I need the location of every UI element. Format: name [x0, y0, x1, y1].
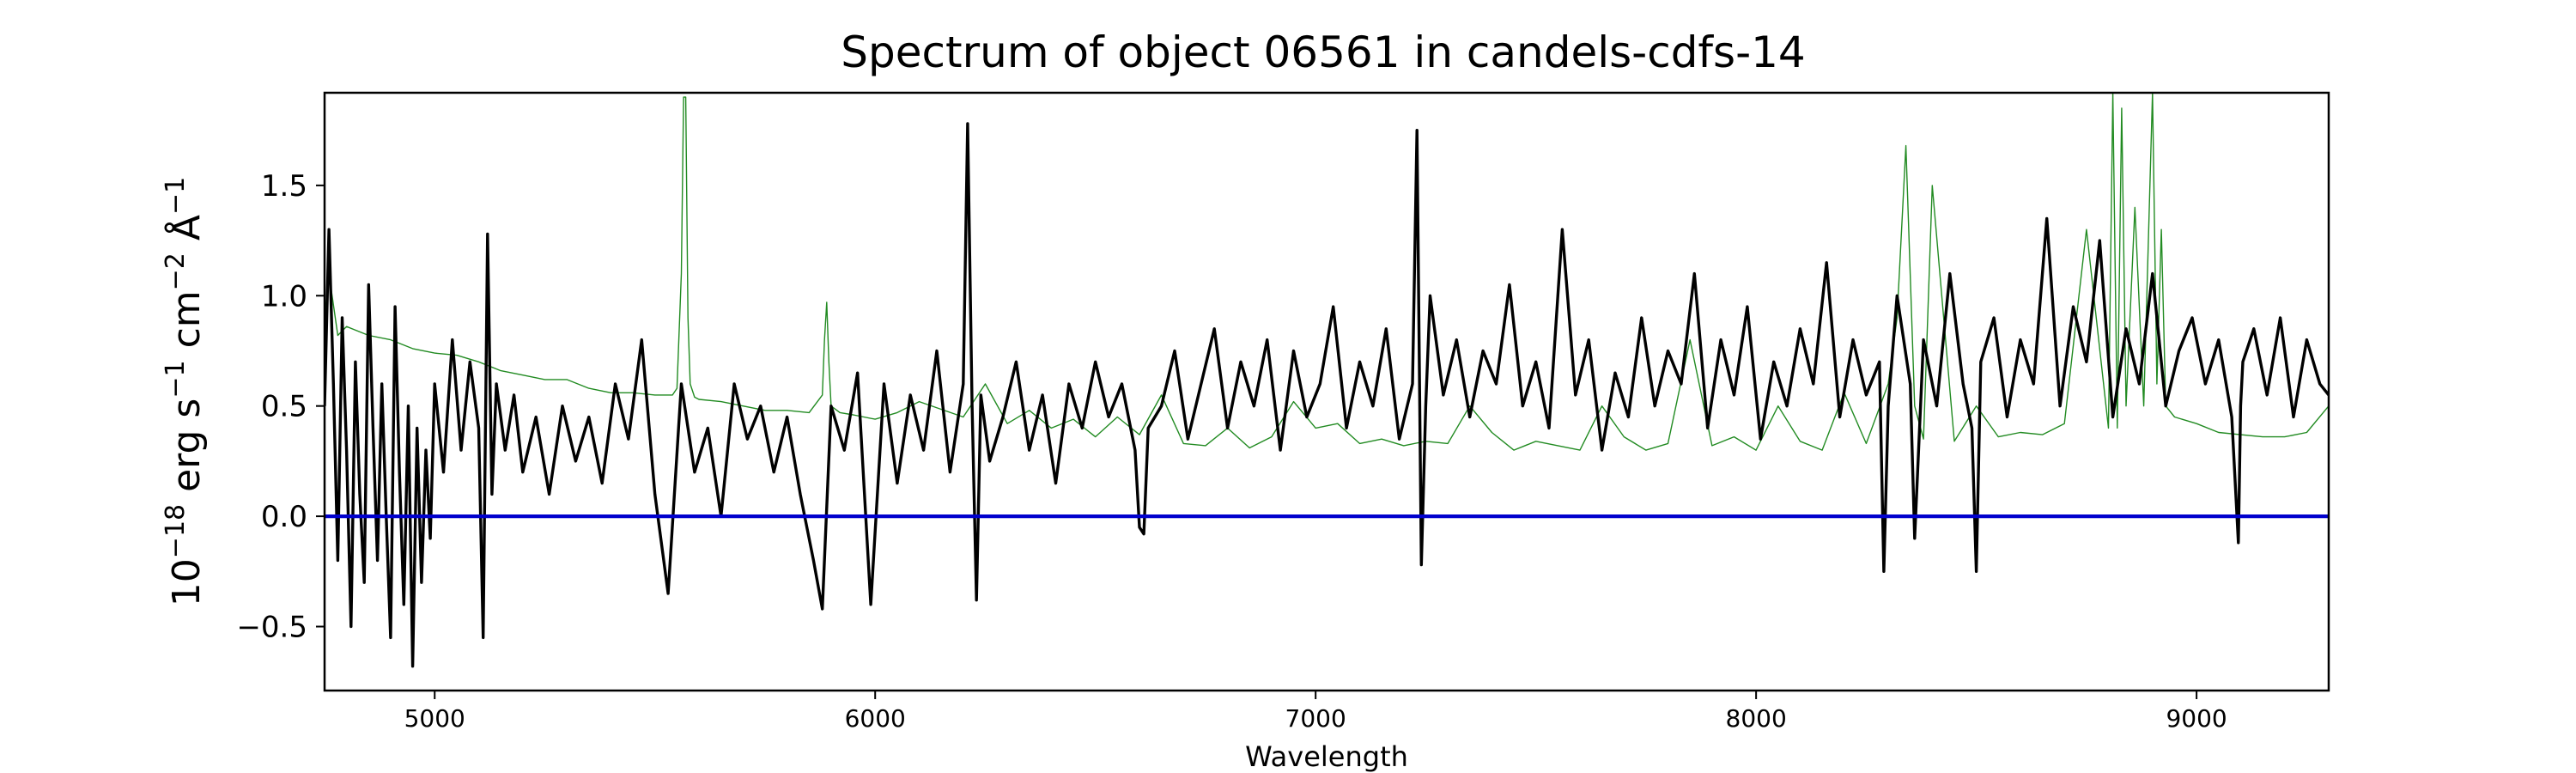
series-error-line — [325, 93, 2329, 451]
x-axis-ticks: 5000 6000 7000 8000 9000 — [404, 691, 2227, 733]
ytick-label: 1.0 — [261, 279, 307, 313]
xtick-label: 7000 — [1285, 704, 1346, 733]
y-label-exp-2: −1 — [161, 360, 191, 398]
y-label-exp-3: −2 — [161, 253, 191, 290]
x-axis-label: Wavelength — [1245, 740, 1408, 773]
xtick-label: 8000 — [1726, 704, 1787, 733]
xtick-label: 6000 — [845, 704, 906, 733]
y-label-exp-4: −1 — [161, 177, 191, 215]
xtick-label: 5000 — [404, 704, 465, 733]
y-label-exp-1: −18 — [161, 504, 191, 558]
y-label-unit-1: erg s — [165, 399, 209, 504]
y-label-unit-3: Å — [163, 215, 209, 253]
y-label-unit-2: cm — [165, 290, 209, 360]
y-label-base: 10 — [165, 558, 209, 606]
ytick-label: 0.0 — [261, 500, 307, 534]
y-axis-label: 10−18 erg s−1 cm−2 Å−1 — [161, 177, 209, 606]
plot-area — [325, 93, 2329, 668]
ytick-label: 0.5 — [261, 390, 307, 424]
xtick-label: 9000 — [2166, 704, 2227, 733]
ytick-label: 1.5 — [261, 169, 307, 204]
y-axis-ticks: −0.5 0.0 0.5 1.0 1.5 — [236, 169, 325, 645]
series-flux-line — [325, 122, 2329, 668]
plot-frame — [323, 91, 2330, 692]
ytick-label: −0.5 — [236, 611, 307, 645]
chart-title: Spectrum of object 06561 in candels-cdfs… — [841, 27, 1806, 77]
